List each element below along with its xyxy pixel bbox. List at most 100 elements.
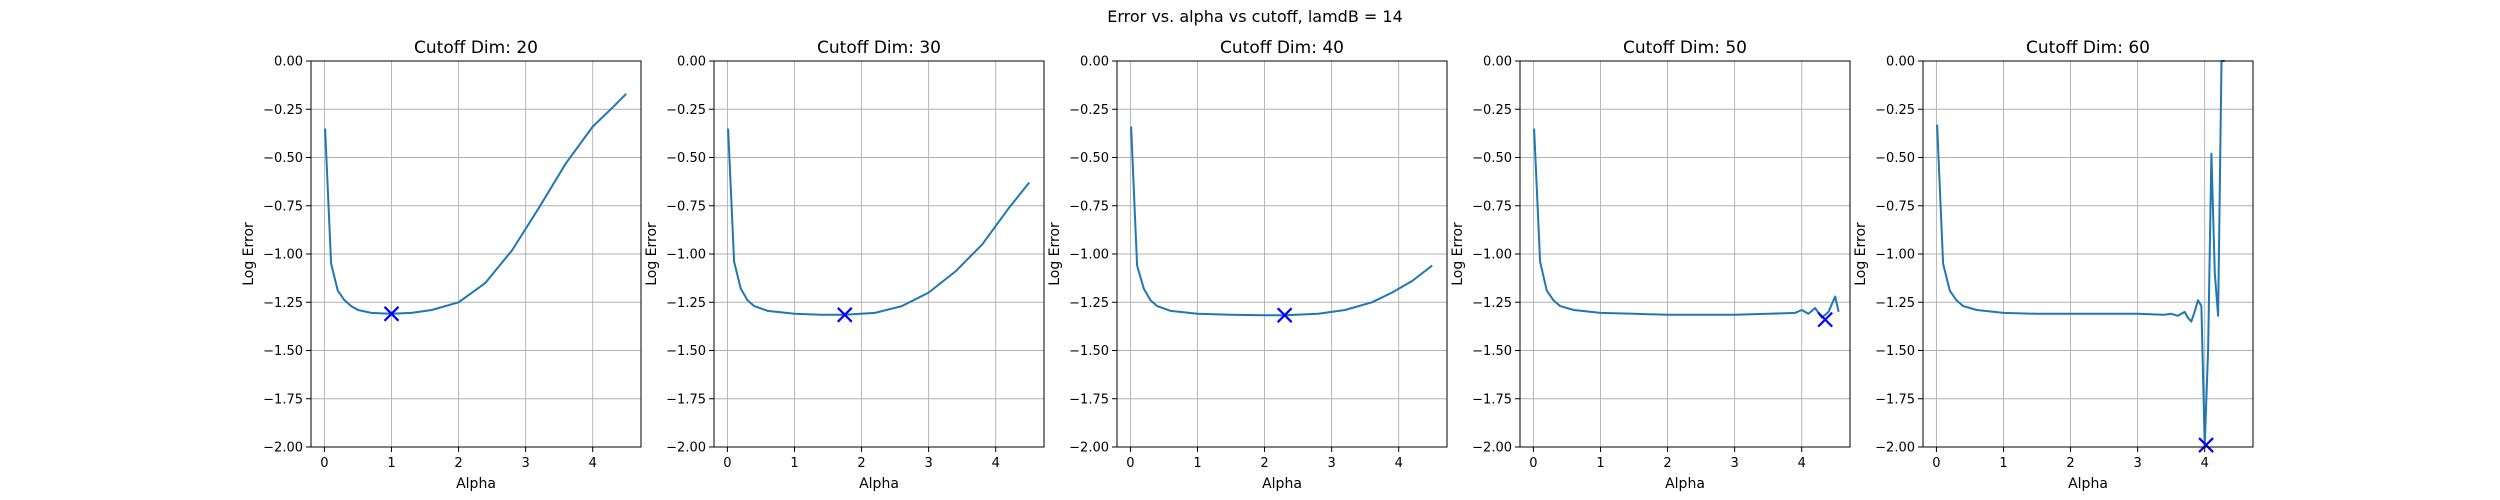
x-tick-label: 2 — [1260, 456, 1268, 471]
x-axis-label: Alpha — [456, 476, 496, 492]
y-axis-label: Log Error — [644, 222, 660, 286]
x-tick-label: 1 — [1193, 456, 1201, 471]
y-tick-label: −0.75 — [1472, 199, 1512, 214]
y-tick-label: 0.00 — [1483, 55, 1512, 70]
y-tick-label: −0.75 — [263, 199, 303, 214]
y-tick-label: −1.50 — [1472, 344, 1512, 359]
x-axis-label: Alpha — [2068, 476, 2108, 492]
y-tick-label: −1.75 — [1472, 392, 1512, 407]
y-tick-label: −0.25 — [1069, 103, 1109, 118]
x-tick-label: 3 — [2133, 456, 2141, 471]
y-tick-label: −0.50 — [1875, 151, 1915, 166]
y-tick-label: −0.25 — [1472, 103, 1512, 118]
x-axis-label: Alpha — [1665, 476, 1705, 492]
y-tick-label: −0.50 — [1472, 151, 1512, 166]
y-tick-label: 0.00 — [1080, 55, 1109, 70]
x-tick-label: 1 — [790, 456, 798, 471]
marker-stroke — [2198, 437, 2214, 453]
x-tick-label: 0 — [723, 456, 731, 471]
y-tick-label: −0.50 — [1069, 151, 1109, 166]
x-tick-label: 1 — [387, 456, 395, 471]
y-tick-label: 0.00 — [274, 55, 303, 70]
x-axis-label: Alpha — [1262, 476, 1302, 492]
subplot-panels: 0 1 2 3 4 −2.00 −1.75 −1.50 −1.25 −1.00 −0.75 −0.50… — [241, 38, 2254, 492]
x-tick-label: 2 — [454, 456, 462, 471]
y-tick-label: −1.25 — [666, 296, 706, 311]
series-line — [1936, 60, 2225, 447]
y-tick-label: −1.00 — [1875, 248, 1915, 263]
marker-stroke — [837, 307, 853, 323]
x-tick-label: 0 — [1529, 456, 1537, 471]
y-tick-label: −0.50 — [666, 151, 706, 166]
y-tick-label: −1.50 — [666, 344, 706, 359]
x-tick-label: 2 — [2066, 456, 2074, 471]
subplot-title: Cutoff Dim: 20 — [414, 38, 538, 58]
y-tick-label: −2.00 — [1875, 441, 1915, 456]
marker-stroke — [1817, 311, 1833, 328]
x-tick-label: 0 — [1126, 456, 1134, 471]
y-tick-label: −0.75 — [1069, 199, 1109, 214]
subplot-5: 0 1 2 3 4 −2.00 −1.75 −1.50 −1.25 −1.00 −0.75 −0.50… — [1853, 38, 2254, 492]
y-axis-label: Log Error — [241, 222, 257, 286]
marker-stroke — [383, 306, 400, 322]
x-axis-label: Alpha — [859, 476, 899, 492]
marker-stroke — [1276, 307, 1293, 323]
y-axis-label: Log Error — [1853, 222, 1869, 286]
y-tick-label: −1.75 — [1069, 392, 1109, 407]
x-tick-label: 1 — [1596, 456, 1604, 471]
y-tick-label: 0.00 — [1886, 55, 1915, 70]
x-tick-label: 3 — [924, 456, 932, 471]
figure-suptitle: Error vs. alpha vs cutoff, lamdB = 14 — [1107, 7, 1403, 26]
y-tick-label: −1.00 — [666, 248, 706, 263]
y-tick-label: −2.00 — [666, 441, 706, 456]
x-tick-label: 2 — [1663, 456, 1671, 471]
series-line — [1533, 128, 1840, 319]
x-tick-label: 4 — [1395, 456, 1403, 471]
y-tick-label: −0.25 — [263, 103, 303, 118]
y-tick-label: −0.25 — [1875, 103, 1915, 118]
y-tick-label: −2.00 — [1472, 441, 1512, 456]
x-tick-label: 0 — [1932, 456, 1940, 471]
x-tick-label: 4 — [2201, 456, 2209, 471]
y-tick-label: −1.00 — [1472, 248, 1512, 263]
x-tick-label: 3 — [1327, 456, 1335, 471]
subplot-2: 0 1 2 3 4 −2.00 −1.75 −1.50 −1.25 −1.00 −0.75 −0.50… — [644, 38, 1045, 492]
y-tick-label: −0.50 — [263, 151, 303, 166]
subplot-title: Cutoff Dim: 50 — [1623, 38, 1747, 58]
y-tick-label: −1.25 — [1472, 296, 1512, 311]
y-tick-label: −1.75 — [666, 392, 706, 407]
y-tick-label: −1.75 — [1875, 392, 1915, 407]
x-tick-label: 4 — [589, 456, 597, 471]
y-tick-label: 0.00 — [677, 55, 706, 70]
y-tick-label: −1.75 — [263, 392, 303, 407]
subplot-title: Cutoff Dim: 60 — [2026, 38, 2150, 58]
subplot-1: 0 1 2 3 4 −2.00 −1.75 −1.50 −1.25 −1.00 −0.75 −0.50… — [241, 38, 642, 492]
y-tick-label: −1.50 — [1875, 344, 1915, 359]
y-tick-label: −0.75 — [1875, 199, 1915, 214]
subplot-4: 0 1 2 3 4 −2.00 −1.75 −1.50 −1.25 −1.00 −0.75 −0.50… — [1450, 38, 1851, 492]
minimum-marker — [383, 306, 400, 322]
x-tick-label: 1 — [1999, 456, 2007, 471]
x-tick-label: 4 — [992, 456, 1000, 471]
subplot-title: Cutoff Dim: 30 — [817, 38, 941, 58]
y-tick-label: −2.00 — [263, 441, 303, 456]
minimum-marker — [2198, 437, 2214, 453]
y-tick-label: −0.75 — [666, 199, 706, 214]
x-tick-label: 3 — [521, 456, 529, 471]
minimum-marker — [1817, 311, 1833, 328]
y-axis-label: Log Error — [1047, 222, 1063, 286]
series-line — [324, 93, 627, 315]
y-tick-label: −1.00 — [1069, 248, 1109, 263]
x-tick-label: 0 — [320, 456, 328, 471]
subplot-title: Cutoff Dim: 40 — [1220, 38, 1344, 58]
series-line — [727, 128, 1030, 316]
y-tick-label: −1.50 — [1069, 344, 1109, 359]
y-tick-label: −0.25 — [666, 103, 706, 118]
y-axis-label: Log Error — [1450, 222, 1466, 286]
y-tick-label: −1.25 — [263, 296, 303, 311]
y-tick-label: −1.25 — [1069, 296, 1109, 311]
subplot-3: 0 1 2 3 4 −2.00 −1.75 −1.50 −1.25 −1.00 −0.75 −0.50… — [1047, 38, 1448, 492]
x-tick-label: 2 — [857, 456, 865, 471]
y-tick-label: −1.25 — [1875, 296, 1915, 311]
